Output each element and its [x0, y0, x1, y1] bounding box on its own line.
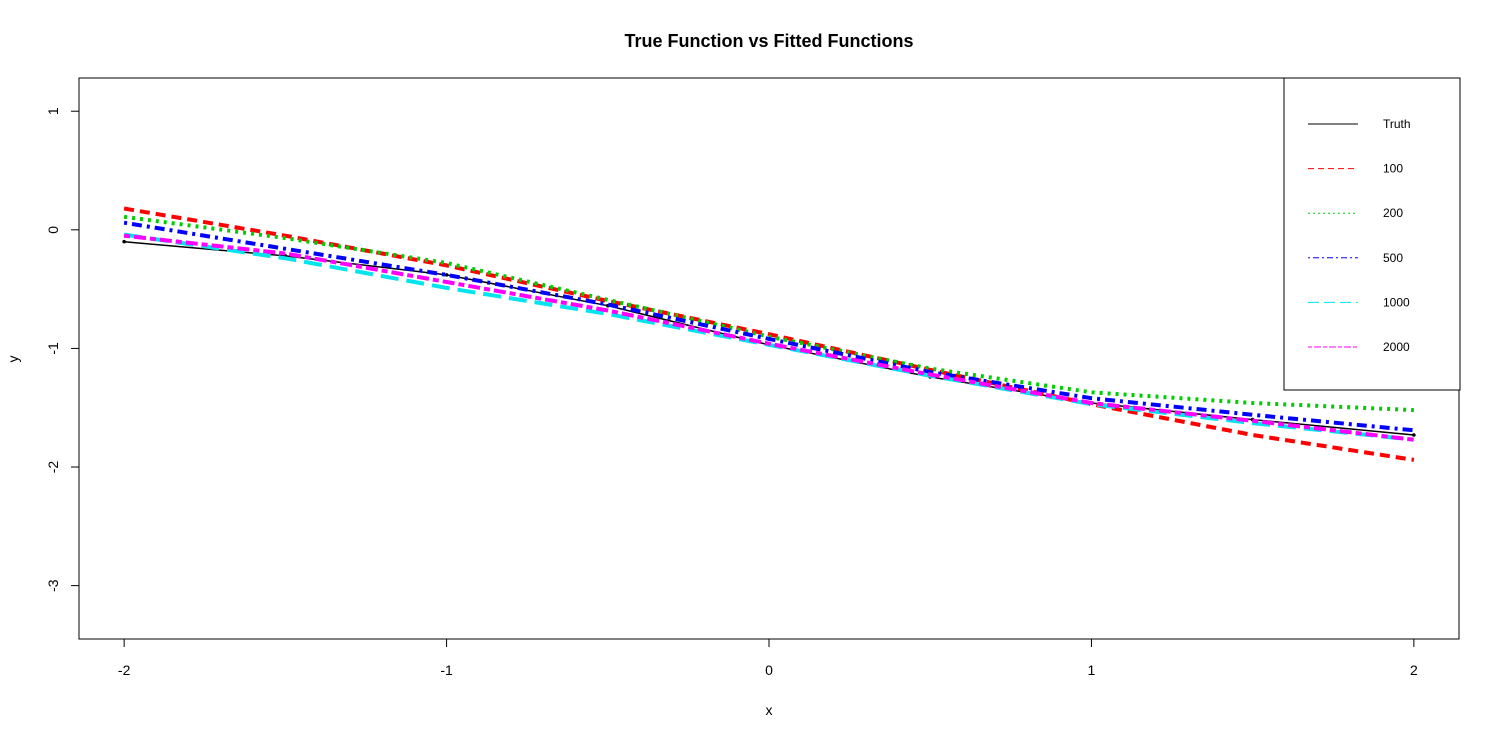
legend-item-100: 100	[1308, 162, 1403, 176]
legend: Truth 100 200 500 1000 2000	[1283, 77, 1461, 391]
x-tick-label: -1	[440, 662, 453, 678]
y-axis-label: y	[5, 356, 21, 363]
legend-label: 2000	[1383, 340, 1410, 354]
series-line-500	[123, 220, 1415, 433]
legend-item-500: 500	[1308, 251, 1403, 265]
series-line-100	[123, 206, 1415, 462]
x-tick-label: -2	[118, 662, 131, 678]
legend-item-2000: 2000	[1308, 340, 1410, 354]
x-axis-label: x	[766, 702, 773, 718]
y-tick-label: -3	[45, 579, 61, 592]
y-axis: -3 -2 -1 0 1	[45, 107, 80, 592]
y-tick-label: -2	[45, 461, 61, 474]
legend-item-truth: Truth	[1308, 117, 1411, 131]
x-tick-label: 2	[1410, 662, 1418, 678]
truth-point	[444, 273, 449, 277]
legend-label: 200	[1383, 206, 1403, 220]
legend-items: Truth 100 200 500 1000 2000	[1308, 117, 1411, 354]
x-axis: -2 -1 0 1 2	[118, 638, 1418, 678]
y-tick-label: 0	[45, 226, 61, 234]
series-layer	[122, 206, 1416, 462]
legend-label: 1000	[1383, 295, 1410, 309]
legend-item-1000: 1000	[1308, 295, 1410, 309]
y-tick-label: 1	[45, 107, 61, 115]
y-tick-label: -1	[45, 342, 61, 355]
legend-item-200: 200	[1308, 206, 1403, 220]
series-line-2000	[123, 233, 1415, 442]
plot-frame	[78, 77, 1460, 640]
legend-label: Truth	[1383, 117, 1411, 131]
truth-point	[122, 239, 126, 244]
chart-title: True Function vs Fitted Functions	[624, 31, 913, 51]
truth-point	[1412, 433, 1416, 437]
series-line-200	[123, 214, 1414, 413]
legend-label: 100	[1383, 162, 1403, 176]
legend-label: 500	[1383, 251, 1403, 265]
x-tick-label: 0	[765, 662, 773, 678]
legend-box	[1283, 77, 1461, 391]
x-tick-label: 1	[1088, 662, 1096, 678]
